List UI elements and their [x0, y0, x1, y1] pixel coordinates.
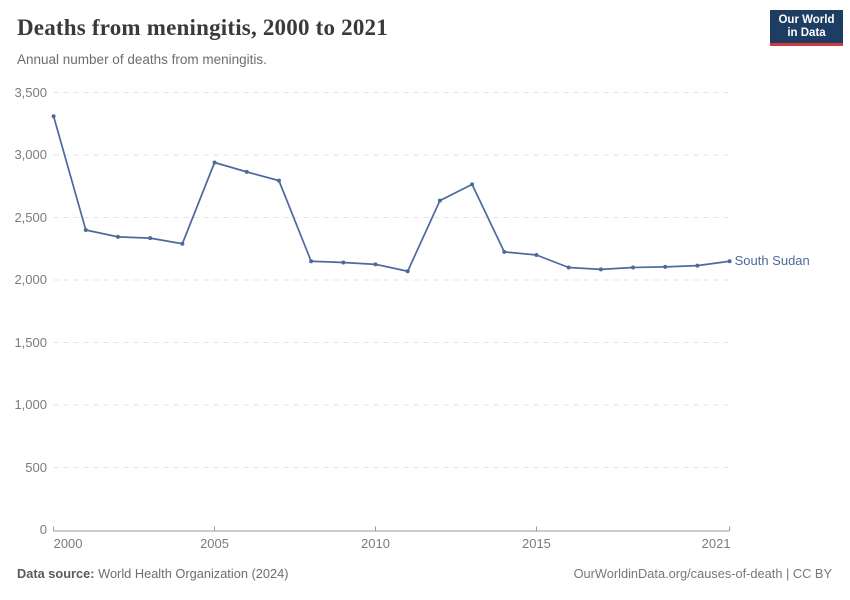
data-source-value: World Health Organization (2024)	[98, 566, 289, 581]
y-axis-tick-label: 0	[39, 522, 47, 537]
chart-footer: Data source: World Health Organization (…	[17, 566, 832, 582]
data-point[interactable]	[695, 263, 700, 268]
y-axis-tick-label: 1,500	[14, 334, 47, 350]
data-point[interactable]	[83, 228, 88, 232]
data-source: Data source: World Health Organization (…	[17, 566, 289, 582]
x-axis-tick-label: 2005	[200, 536, 229, 551]
x-axis-tick-label: 2021	[701, 536, 731, 551]
data-source-label: Data source:	[17, 566, 95, 581]
data-point[interactable]	[341, 260, 346, 265]
data-point[interactable]	[566, 265, 571, 270]
y-axis-tick-label: 500	[25, 459, 47, 475]
data-point[interactable]	[309, 259, 314, 264]
data-point[interactable]	[276, 178, 281, 183]
data-point[interactable]	[180, 241, 185, 246]
logo-line2: in Data	[787, 26, 826, 39]
x-axis-tick-label: 2000	[53, 536, 83, 551]
data-point[interactable]	[148, 236, 153, 241]
footer-credit[interactable]: OurWorldinData.org/causes-of-death | CC …	[573, 566, 832, 581]
chart-subtitle: Annual number of deaths from meningitis.	[17, 52, 267, 67]
data-point[interactable]	[437, 198, 442, 203]
data-point[interactable]	[470, 182, 475, 187]
data-point[interactable]	[598, 267, 603, 272]
data-point[interactable]	[115, 234, 120, 239]
x-axis-tick-label: 2010	[361, 536, 390, 551]
data-point[interactable]	[534, 253, 539, 257]
y-axis-tick-label: 2,000	[14, 272, 47, 287]
y-axis-tick-label: 1,000	[14, 397, 47, 412]
data-point[interactable]	[244, 169, 249, 174]
chart-header: Deaths from meningitis, 2000 to 2021 Ann…	[17, 14, 388, 68]
data-point[interactable]	[373, 262, 378, 267]
data-point[interactable]	[502, 249, 507, 254]
trend-line	[52, 115, 731, 273]
series-label-south-sudan[interactable]: South Sudan	[734, 253, 810, 269]
y-axis-tick-label: 2,500	[14, 209, 47, 225]
page-title: Deaths from meningitis, 2000 to 2021	[17, 15, 388, 40]
y-axis-tick-label: 3,000	[14, 147, 47, 162]
x-axis-tick-label: 2015	[521, 536, 551, 551]
data-point[interactable]	[51, 114, 56, 119]
data-point[interactable]	[212, 160, 217, 165]
y-axis-tick-label: 3,500	[14, 84, 47, 100]
data-point[interactable]	[631, 265, 636, 270]
data-point[interactable]	[405, 269, 410, 274]
data-point[interactable]	[663, 264, 668, 269]
data-point[interactable]	[727, 259, 732, 264]
logo-line1: Our World	[778, 13, 835, 26]
owid-logo[interactable]: Our World in Data	[770, 10, 843, 46]
